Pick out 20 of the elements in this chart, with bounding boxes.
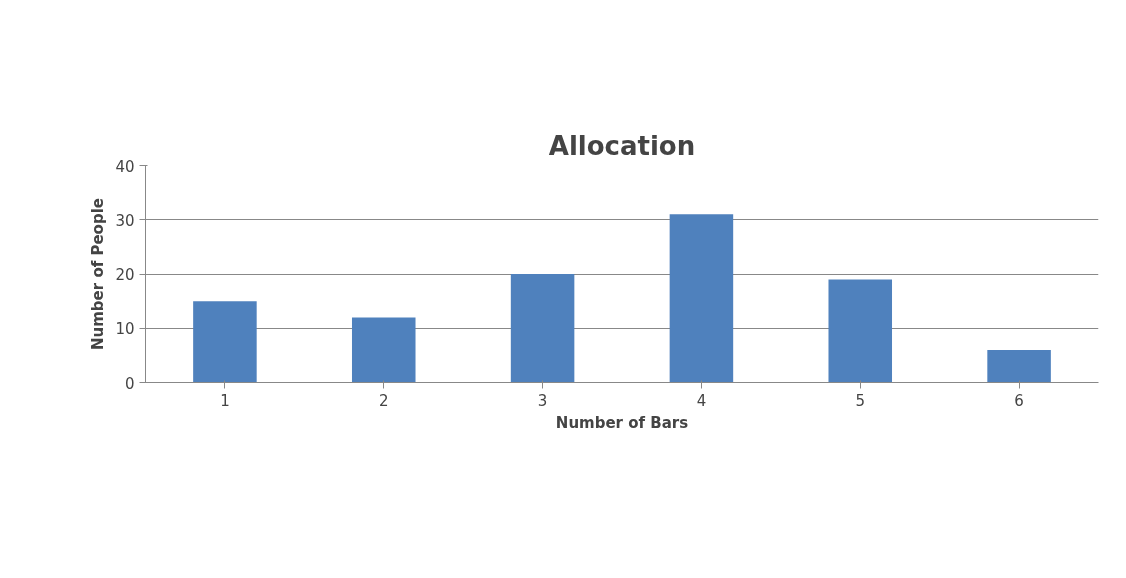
y-tick-label: 20 (115, 266, 135, 284)
bar (669, 214, 734, 383)
y-tick-label: 30 (115, 211, 135, 230)
x-tick-label: 3 (537, 391, 548, 410)
y-tick-label: 10 (115, 320, 135, 339)
y-tick-label: 40 (115, 157, 135, 176)
x-axis-title: Number of Bars (555, 413, 689, 432)
y-tick-label: 0 (124, 374, 135, 393)
x-tick-label: 6 (1014, 391, 1024, 410)
x-tick-label: 2 (378, 391, 389, 410)
bar (351, 317, 416, 383)
bar (193, 301, 257, 383)
bar (828, 279, 893, 383)
bar (510, 274, 575, 383)
x-tick-label: 5 (855, 391, 866, 410)
y-axis-title: Number of People (89, 198, 108, 350)
bar (987, 349, 1051, 383)
x-tick-label: 4 (696, 391, 707, 410)
chart-title: Allocation (548, 130, 696, 161)
x-tick-label: 1 (220, 391, 230, 410)
